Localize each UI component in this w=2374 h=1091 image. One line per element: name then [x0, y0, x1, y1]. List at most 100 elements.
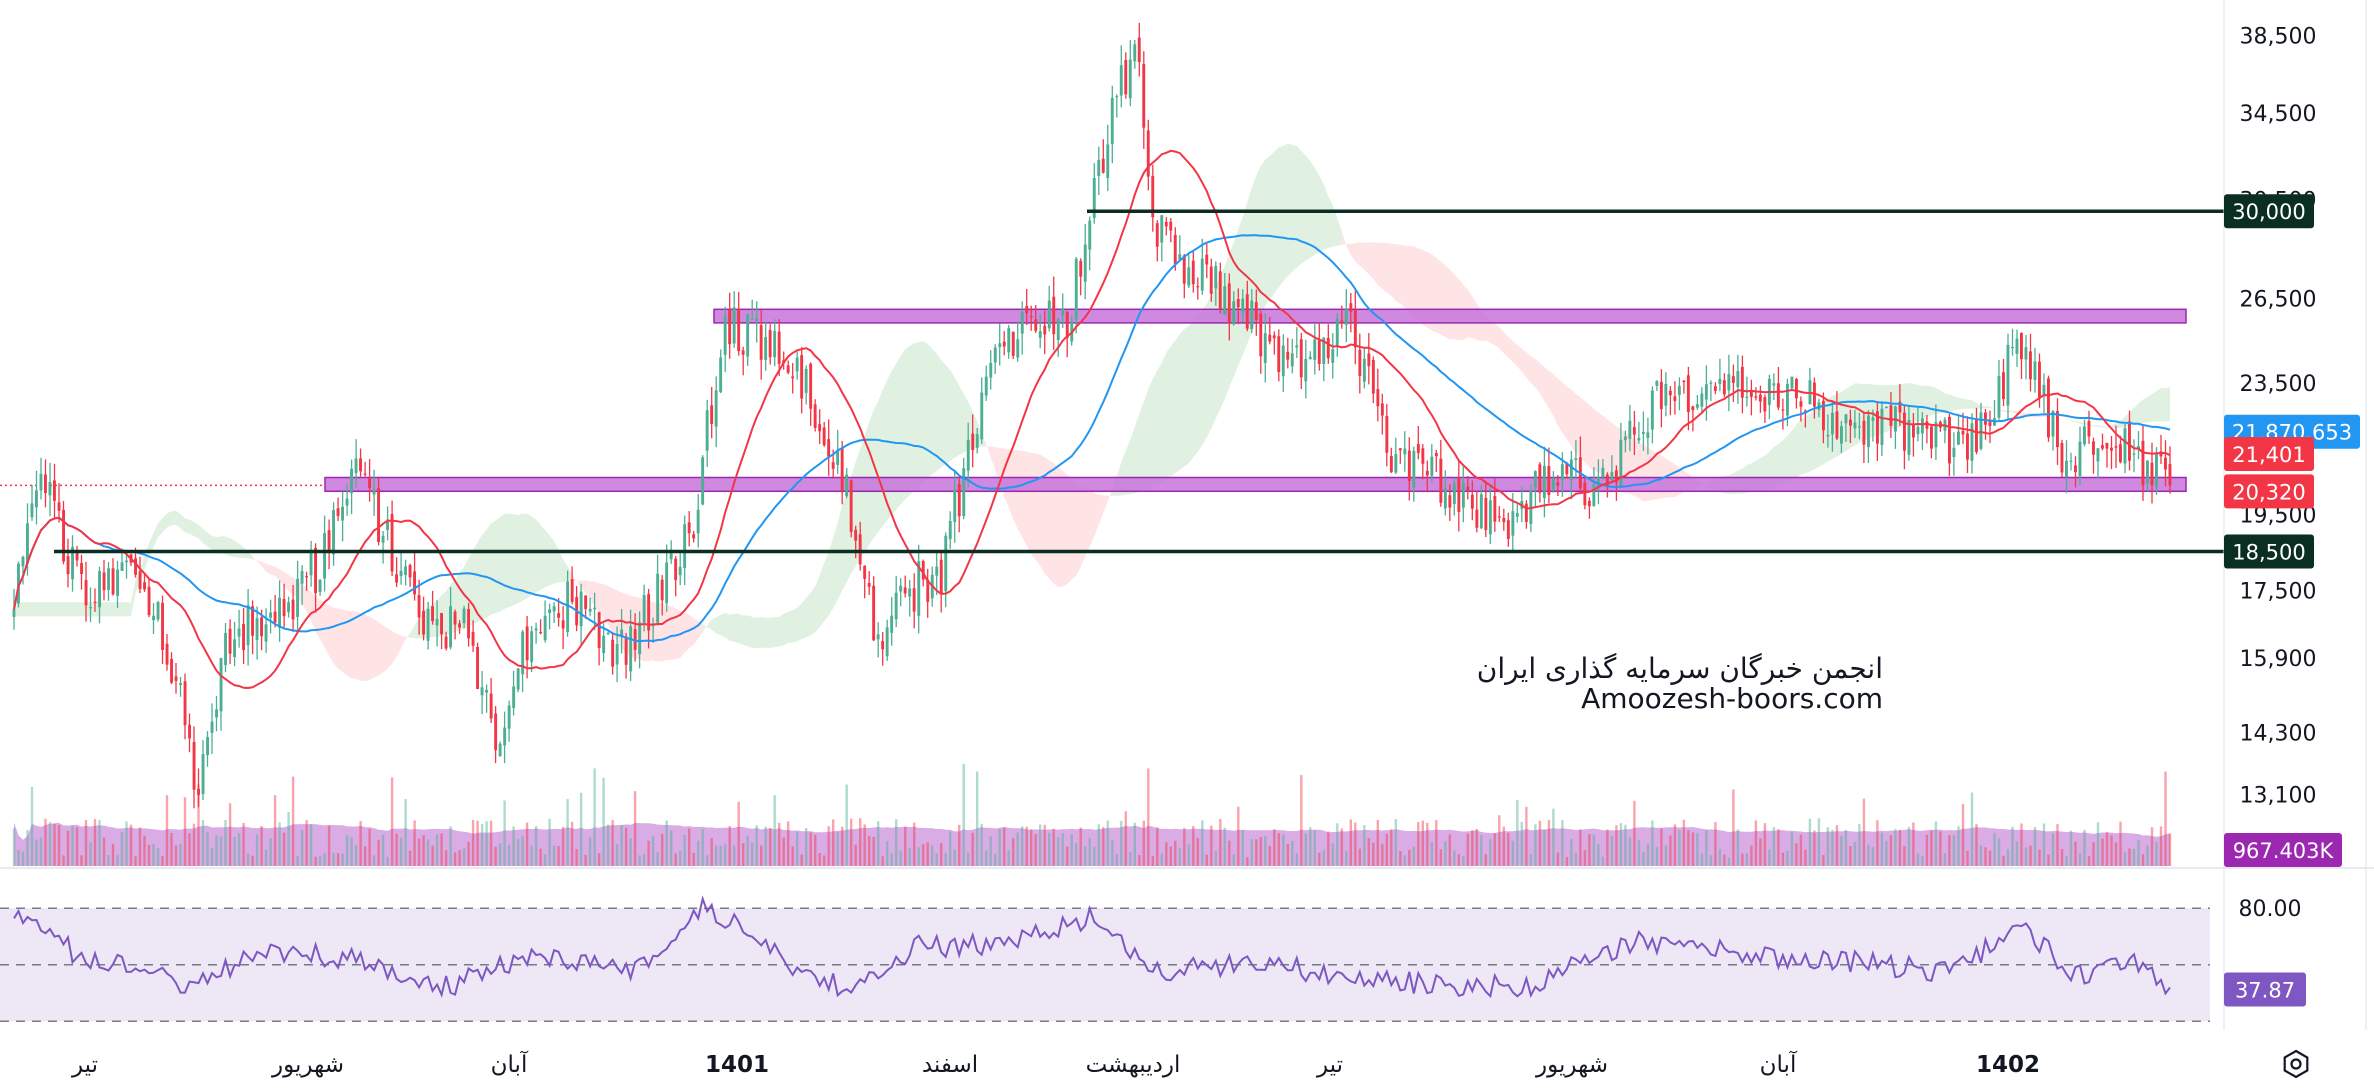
candle[interactable] [1466, 476, 1470, 500]
candle[interactable] [2069, 452, 2073, 471]
candle[interactable] [332, 502, 335, 566]
candle[interactable] [242, 607, 245, 664]
candle[interactable] [395, 557, 398, 588]
candle[interactable] [116, 561, 119, 608]
candle[interactable] [1110, 85, 1114, 164]
candle[interactable] [984, 365, 988, 401]
candle[interactable] [678, 550, 682, 586]
candle[interactable] [1362, 348, 1366, 389]
candle[interactable] [1034, 305, 1038, 333]
candle[interactable] [2087, 410, 2091, 444]
candle[interactable] [1358, 333, 1362, 394]
candle[interactable] [1322, 337, 1326, 382]
candle[interactable] [1353, 290, 1357, 365]
candle[interactable] [323, 515, 326, 592]
candle[interactable] [125, 551, 128, 579]
candle[interactable] [359, 448, 362, 477]
candle[interactable] [962, 457, 966, 520]
candle[interactable] [1664, 372, 1668, 417]
candle[interactable] [1988, 410, 1992, 444]
candle[interactable] [1421, 444, 1425, 480]
candlestick-series[interactable] [12, 22, 2172, 809]
candle[interactable] [597, 611, 601, 666]
candle[interactable] [1088, 216, 1092, 271]
candle[interactable] [1605, 472, 1609, 498]
candle[interactable] [2155, 447, 2158, 495]
candle[interactable] [404, 559, 407, 586]
candle[interactable] [1493, 478, 1497, 532]
candle[interactable] [1097, 146, 1101, 195]
candle[interactable] [282, 583, 286, 628]
candle[interactable] [1637, 421, 1641, 444]
candle[interactable] [1164, 217, 1168, 236]
candle[interactable] [372, 469, 376, 516]
candle[interactable] [2015, 329, 2019, 367]
candle[interactable] [1160, 214, 1164, 262]
candle[interactable] [935, 552, 939, 596]
candle[interactable] [89, 587, 92, 623]
candle[interactable] [872, 576, 876, 641]
candle[interactable] [1677, 377, 1681, 411]
candle[interactable] [507, 700, 511, 742]
candle[interactable] [1304, 339, 1308, 399]
candle[interactable] [1776, 367, 1780, 411]
candle[interactable] [800, 346, 804, 414]
candle[interactable] [732, 291, 736, 348]
candle[interactable] [1831, 400, 1834, 452]
candle[interactable] [2002, 359, 2005, 407]
candle[interactable] [1979, 402, 1983, 451]
candle[interactable] [381, 531, 385, 564]
candle[interactable] [1205, 243, 1209, 279]
candle[interactable] [714, 376, 718, 448]
candle[interactable] [1452, 477, 1456, 516]
candle[interactable] [417, 579, 421, 635]
candle[interactable] [1263, 313, 1267, 383]
candle[interactable] [660, 575, 664, 616]
candle[interactable] [260, 609, 263, 651]
candle[interactable] [1214, 261, 1218, 306]
candle[interactable] [75, 545, 79, 567]
candle[interactable] [2065, 440, 2068, 494]
candle[interactable] [1380, 393, 1384, 435]
candle[interactable] [1997, 360, 2001, 420]
candle[interactable] [363, 461, 367, 478]
candle[interactable] [1871, 409, 1875, 442]
candle[interactable] [2024, 335, 2028, 380]
candle[interactable] [1025, 289, 1029, 326]
candle[interactable] [1272, 331, 1276, 355]
candle[interactable] [1047, 285, 1051, 332]
candle[interactable] [1849, 409, 1852, 443]
candle[interactable] [692, 530, 696, 543]
candle[interactable] [408, 563, 412, 587]
candle[interactable] [1182, 253, 1186, 299]
candle[interactable] [1858, 412, 1861, 440]
candle[interactable] [183, 673, 187, 740]
candle[interactable] [912, 573, 916, 629]
candle[interactable] [350, 459, 353, 514]
candle[interactable] [201, 740, 205, 801]
candle[interactable] [1200, 238, 1204, 295]
candle[interactable] [80, 554, 83, 590]
candle[interactable] [1966, 416, 1969, 474]
candle[interactable] [1547, 447, 1551, 504]
candle[interactable] [1835, 391, 1839, 440]
candle[interactable] [602, 623, 606, 662]
candle[interactable] [1515, 504, 1519, 523]
candle[interactable] [467, 602, 470, 647]
candle[interactable] [1011, 331, 1015, 360]
candle[interactable] [1065, 311, 1069, 358]
candle[interactable] [147, 577, 151, 618]
candle[interactable] [948, 511, 952, 549]
candle[interactable] [728, 292, 732, 359]
candle[interactable] [2042, 373, 2046, 414]
candle[interactable] [1727, 354, 1731, 412]
candle[interactable] [1340, 305, 1344, 329]
candle[interactable] [1623, 430, 1627, 453]
candle[interactable] [2146, 460, 2149, 492]
candle[interactable] [174, 663, 178, 694]
candle[interactable] [1290, 338, 1294, 374]
candle[interactable] [206, 731, 209, 767]
candle[interactable] [1052, 276, 1056, 350]
candle[interactable] [759, 309, 763, 380]
candle[interactable] [1349, 292, 1353, 333]
